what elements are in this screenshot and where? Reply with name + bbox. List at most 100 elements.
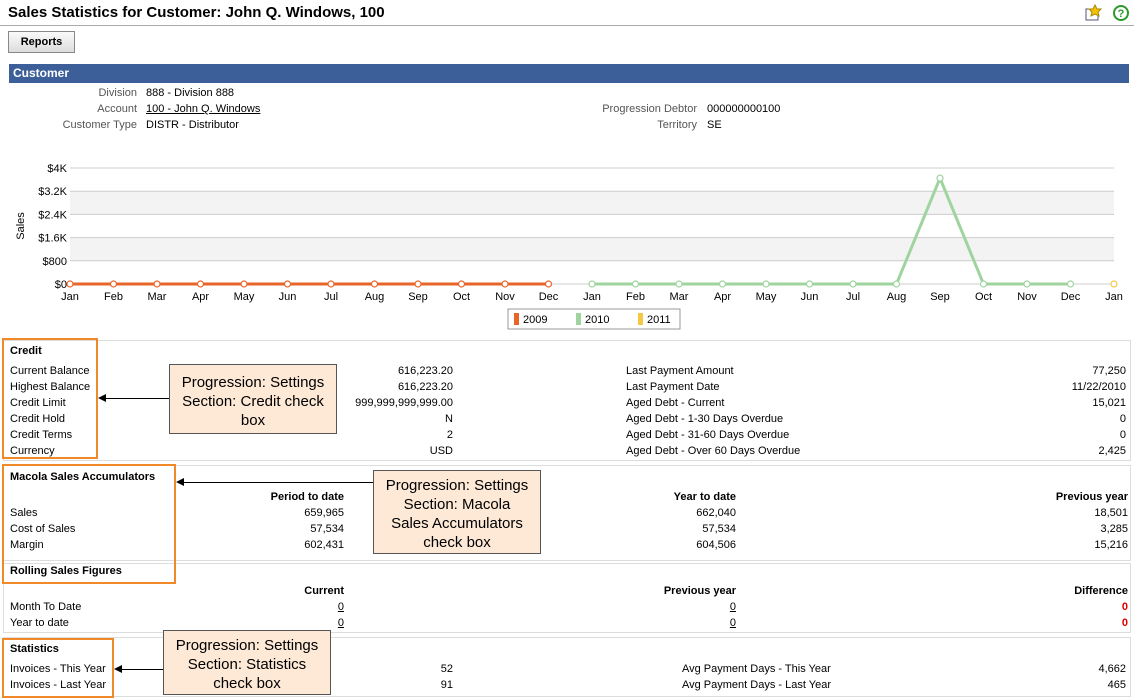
sales-chart: $0 $800 $1.6K $2.4K $3.2K $4K Sales Jan Feb Mar Ap… bbox=[15, 163, 1123, 330]
grid-band bbox=[70, 237, 1114, 261]
reports-button[interactable]: Reports bbox=[8, 31, 75, 53]
x-tick-label: Jul bbox=[324, 291, 338, 303]
x-tick-label: May bbox=[756, 291, 777, 303]
cell: 57,534 bbox=[310, 523, 344, 535]
callout-text: Section: Credit check bbox=[182, 392, 324, 410]
x-tick-label: Feb bbox=[104, 291, 123, 303]
x-tick-label: Sep bbox=[408, 291, 428, 303]
row-label: Month To Date bbox=[10, 601, 82, 613]
cell: 57,534 bbox=[702, 523, 736, 535]
callout-text: check box bbox=[423, 534, 491, 551]
y-tick-label: $1.6K bbox=[38, 233, 67, 245]
cell: 3,285 bbox=[1100, 523, 1128, 535]
section-title: Rolling Sales Figures bbox=[10, 565, 122, 577]
cell: 604,506 bbox=[696, 539, 736, 551]
legend-label: 2009 bbox=[523, 314, 547, 326]
data-point bbox=[588, 280, 596, 288]
help-glyph: ? bbox=[1118, 8, 1125, 20]
arrow-head bbox=[114, 665, 122, 673]
data-point bbox=[675, 280, 683, 288]
data-point bbox=[892, 280, 901, 288]
arrow-head bbox=[98, 394, 106, 402]
data-point bbox=[66, 280, 74, 288]
data-point bbox=[283, 280, 292, 288]
callout-text: Progression: Settings bbox=[181, 373, 325, 391]
callout-text: Section: Macola bbox=[403, 496, 511, 513]
data-point bbox=[370, 280, 379, 288]
x-tick-label: Mar bbox=[148, 291, 167, 303]
field-value: 0 bbox=[1119, 429, 1126, 441]
x-tick-label: Nov bbox=[495, 291, 515, 303]
data-point bbox=[849, 280, 857, 288]
legend-swatch bbox=[576, 313, 581, 325]
arrow-line bbox=[104, 398, 169, 399]
field-value: 15,021 bbox=[1092, 397, 1126, 409]
arrow-line bbox=[182, 482, 373, 483]
legend-label: 2011 bbox=[647, 314, 671, 326]
data-point bbox=[1023, 280, 1031, 288]
data-point bbox=[631, 280, 640, 288]
field-value[interactable]: 100 - John Q. Windows bbox=[146, 103, 261, 115]
x-tick-label: Jun bbox=[801, 291, 819, 303]
x-tick-label: Dec bbox=[1061, 291, 1081, 303]
data-point bbox=[457, 280, 466, 288]
callout bbox=[163, 630, 331, 695]
cell[interactable]: 0 bbox=[337, 617, 344, 629]
field-label: Highest Balance bbox=[10, 381, 91, 393]
cell: 15,216 bbox=[1094, 539, 1128, 551]
data-point bbox=[762, 280, 770, 288]
x-tick-label: Apr bbox=[192, 291, 209, 303]
column-header: Year to date bbox=[673, 491, 736, 503]
row-label: Year to date bbox=[10, 617, 69, 629]
x-tick-label: Aug bbox=[887, 291, 907, 303]
field-label: Invoices - This Year bbox=[10, 663, 106, 675]
y-tick-label: $800 bbox=[43, 256, 67, 268]
cell: 662,040 bbox=[696, 507, 736, 519]
data-point bbox=[109, 280, 118, 288]
field-label: Currency bbox=[10, 445, 55, 457]
cell: 0 bbox=[1121, 617, 1128, 629]
x-tick-label: Nov bbox=[1017, 291, 1037, 303]
field-label: Aged Debt - 31-60 Days Overdue bbox=[626, 429, 790, 441]
callout-text: box bbox=[240, 411, 266, 429]
highlight bbox=[2, 338, 98, 459]
column-header: Previous year bbox=[663, 585, 736, 597]
field-label: Invoices - Last Year bbox=[10, 679, 107, 691]
star bbox=[1087, 4, 1103, 17]
field-value: 999,999,999,999.00 bbox=[355, 397, 453, 409]
help-icon[interactable] bbox=[1113, 5, 1129, 21]
field-label: Aged Debt - Current bbox=[626, 397, 725, 409]
field-label: Aged Debt - 1-30 Days Overdue bbox=[626, 413, 784, 425]
data-point bbox=[327, 280, 335, 288]
field-value: 888 - Division 888 bbox=[146, 87, 235, 99]
data-point bbox=[196, 280, 205, 288]
field-value: 2 bbox=[446, 429, 453, 441]
legend-label: 2010 bbox=[585, 314, 609, 326]
button-label: Reports bbox=[20, 36, 63, 48]
field-label: Avg Payment Days - This Year bbox=[682, 663, 831, 675]
cell[interactable]: 0 bbox=[729, 617, 736, 629]
data-point bbox=[1110, 280, 1118, 288]
field-value: DISTR - Distributor bbox=[146, 119, 239, 131]
column-header: Difference bbox=[1074, 585, 1128, 597]
field-label: Territory bbox=[657, 119, 697, 131]
field-label: Last Payment Date bbox=[626, 381, 720, 393]
cell[interactable]: 0 bbox=[337, 601, 344, 613]
field-value: SE bbox=[707, 119, 722, 131]
field-label: Division bbox=[98, 87, 137, 99]
y-tick-label: $3.2K bbox=[38, 186, 67, 198]
field-label: Avg Payment Days - Last Year bbox=[682, 679, 831, 691]
icons: ? bbox=[1085, 4, 1129, 21]
field-value: 77,250 bbox=[1092, 365, 1126, 377]
y-tick-label: $0 bbox=[55, 279, 67, 291]
highlight bbox=[2, 464, 176, 584]
x-tick-label: Mar bbox=[670, 291, 689, 303]
field-value: 4,662 bbox=[1098, 663, 1126, 675]
cell: 602,431 bbox=[304, 539, 344, 551]
grid-band bbox=[70, 191, 1114, 215]
callout-text: Progression: Settings bbox=[385, 477, 529, 494]
data-point bbox=[718, 280, 727, 288]
cell[interactable]: 0 bbox=[729, 601, 736, 613]
x-tick-label: Jun bbox=[279, 291, 297, 303]
legend bbox=[507, 308, 681, 330]
